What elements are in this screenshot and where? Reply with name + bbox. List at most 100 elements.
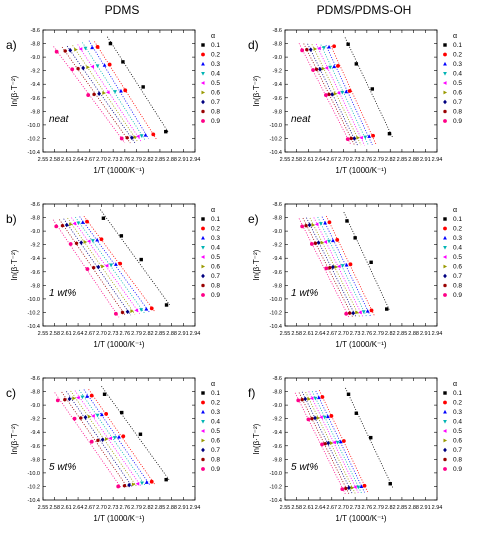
x-tick-label: 2.79 [373, 505, 384, 511]
x-tick-label: 2.88 [166, 331, 177, 337]
legend-label: 0.1 [453, 390, 462, 397]
x-tick-label: 2.58 [49, 331, 60, 337]
legend-title: α [453, 207, 457, 214]
data-point-0.1 [370, 87, 375, 91]
data-point-0.2 [329, 414, 334, 418]
y-tick-label: -10.0 [27, 123, 40, 129]
x-tick-label: 2.70 [96, 505, 107, 511]
x-tick-label: 2.94 [432, 157, 443, 163]
y-tick-label: -9.6 [31, 444, 40, 450]
data-point-0.2 [320, 395, 325, 399]
y-tick-label: -9.8 [273, 283, 282, 289]
data-point-0.6 [133, 135, 138, 139]
fit-line-0.4 [82, 42, 146, 140]
legend-marker-0.4 [443, 419, 447, 424]
x-tick-label: 2.76 [119, 157, 130, 163]
data-point-0.8 [327, 92, 331, 97]
legend-marker-0.9 [443, 293, 447, 297]
data-point-0.8 [344, 486, 348, 491]
data-point-0.5 [104, 263, 109, 268]
data-point-0.3 [117, 434, 121, 439]
x-tick-label: 2.82 [385, 157, 396, 163]
x-tick-label: 2.70 [338, 157, 349, 163]
y-tick-label: -8.6 [273, 202, 282, 208]
composition-annotation: 5 wt% [49, 462, 76, 473]
legend-marker-0.9 [443, 119, 447, 123]
legend-marker-0.8 [201, 283, 205, 288]
legend-marker-0.1 [443, 217, 447, 221]
data-point-0.7 [67, 396, 72, 402]
y-tick-label: -10.4 [269, 324, 282, 330]
legend-marker-0.8 [201, 457, 205, 462]
data-point-0.4 [363, 135, 368, 140]
fit-line-0.5 [315, 43, 365, 146]
data-point-0.5 [86, 239, 91, 244]
legend-label: 0.5 [211, 80, 220, 87]
data-point-0.6 [355, 310, 359, 315]
legend-marker-0.7 [201, 273, 205, 279]
legend-label: 0.4 [211, 245, 220, 252]
data-point-0.5 [78, 47, 83, 51]
data-point-0.3 [338, 439, 343, 444]
data-point-0.7 [68, 48, 73, 53]
legend-label: 0.9 [453, 466, 462, 473]
legend-label: 0.9 [211, 466, 220, 473]
chart-panel-a: 2.55 2.58 2.61 2.64 2.67 2.70 2.73 2.76 2.79 2.82… [6, 28, 220, 175]
x-tick-label: 2.82 [385, 331, 396, 337]
data-point-0.5 [358, 310, 362, 315]
legend-label: 0.4 [211, 71, 220, 78]
x-tick-label: 2.55 [38, 505, 49, 511]
plot-frame [284, 377, 438, 501]
data-point-0.1 [354, 411, 359, 415]
y-tick-label: -10.2 [27, 136, 40, 142]
fit-line-0.7 [66, 391, 133, 488]
y-tick-label: -10.2 [27, 310, 40, 316]
x-tick-label: 2.73 [350, 505, 361, 511]
data-point-0.3 [119, 88, 123, 93]
fit-line-0.9 [294, 392, 346, 495]
data-point-0.3 [327, 44, 331, 49]
data-point-0.1 [388, 482, 392, 486]
fit-line-0.3 [325, 45, 373, 146]
legend-marker-0.5 [200, 81, 205, 85]
x-axis-label: 1/T (1000/K⁻¹) [93, 166, 145, 175]
legend-marker-0.1 [201, 217, 205, 221]
legend-marker-0.2 [201, 400, 205, 405]
data-point-0.2 [336, 64, 340, 68]
data-point-0.3 [332, 64, 337, 69]
data-point-0.9 [68, 242, 73, 246]
y-tick-label: -10.2 [269, 310, 282, 316]
data-point-0.4 [83, 46, 88, 51]
x-tick-label: 2.70 [338, 331, 349, 337]
legend-label: 0.7 [211, 447, 220, 454]
legend-label: 0.4 [211, 419, 220, 426]
data-point-0.9 [119, 136, 124, 141]
data-point-0.9 [70, 67, 75, 72]
data-point-0.7 [331, 264, 335, 270]
legend-label: 0.7 [453, 447, 462, 454]
x-tick-label: 2.76 [119, 331, 130, 337]
legend-title: α [453, 381, 457, 388]
fit-line-0.8 [61, 46, 131, 144]
data-point-0.3 [367, 134, 372, 138]
data-point-0.6 [350, 485, 355, 490]
x-tick-label: 2.70 [96, 157, 107, 163]
y-tick-label: -10.4 [269, 498, 282, 504]
legend-marker-0.4 [201, 245, 205, 250]
legend-marker-0.2 [443, 226, 447, 231]
data-point-0.1 [119, 234, 124, 238]
legend-marker-0.7 [443, 447, 447, 453]
data-point-0.1 [346, 42, 350, 46]
y-axis-label: ln(β·T⁻²) [10, 75, 19, 106]
data-point-0.7 [125, 309, 130, 315]
legend-label: 0.8 [453, 109, 462, 116]
data-point-0.8 [328, 265, 332, 270]
data-point-0.1 [345, 219, 349, 223]
legend-marker-0.9 [201, 467, 205, 471]
data-point-0.2 [332, 44, 337, 49]
data-point-0.6 [69, 222, 73, 227]
y-tick-label: -9.0 [31, 403, 40, 409]
fit-line-0.5 [74, 390, 142, 487]
data-point-0.7 [326, 440, 331, 446]
